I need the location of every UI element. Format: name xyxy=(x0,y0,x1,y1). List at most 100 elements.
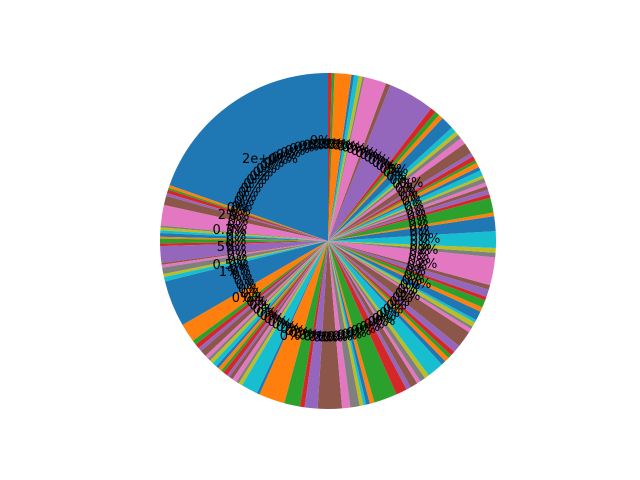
pie-slice xyxy=(328,178,486,241)
pie-slice xyxy=(328,76,365,241)
pie-slice xyxy=(208,241,328,361)
pie-slice xyxy=(328,143,472,241)
pct-label: 0% xyxy=(372,156,393,171)
pct-label: 0% xyxy=(229,259,250,274)
pct-label: 0% xyxy=(322,138,343,153)
pct-label: 0% xyxy=(299,140,320,155)
pct-label: 2% xyxy=(417,257,438,272)
pie-slice xyxy=(192,241,328,345)
pct-label: 0% xyxy=(249,169,270,184)
pie-slice xyxy=(328,197,494,241)
pct-label: 0% xyxy=(404,269,425,284)
pie-slice xyxy=(168,185,328,241)
pct-label: 5% xyxy=(388,163,409,178)
pct-label: 0% xyxy=(226,234,247,249)
pct-label: 0% xyxy=(389,173,410,188)
pie-slice xyxy=(166,189,328,241)
pct-label: 0% xyxy=(409,244,430,259)
pct-label: 0% xyxy=(355,146,376,161)
pie-slice xyxy=(328,241,477,323)
pie-slice xyxy=(160,236,328,241)
pct-label: 0% xyxy=(410,239,431,254)
pie-slice xyxy=(259,241,328,404)
pct-label: 0% xyxy=(411,277,432,292)
pie-slice xyxy=(328,108,436,241)
pct-label: 0% xyxy=(268,153,289,168)
pie-slice xyxy=(328,231,496,249)
pie-slice xyxy=(328,241,351,409)
pie-slice xyxy=(160,205,328,241)
pct-label: 0% xyxy=(227,249,248,264)
pct-label: 0% xyxy=(397,282,418,297)
pct-label: 0% xyxy=(407,259,428,274)
pie-slice xyxy=(210,241,328,364)
pct-label: 0% xyxy=(407,209,428,224)
pct-label: 0% xyxy=(253,302,274,317)
pie-slice xyxy=(182,241,328,341)
pie-slice xyxy=(328,241,449,362)
pct-label: 0% xyxy=(368,153,389,168)
pct-label: 0% xyxy=(383,166,404,181)
pie-slice xyxy=(160,241,328,247)
pie-slice xyxy=(328,160,477,241)
pie-slice xyxy=(328,241,496,258)
pct-label: 0% xyxy=(272,150,293,165)
pct-label: 0% xyxy=(246,295,267,310)
pct-label: 0% xyxy=(276,320,297,335)
pie-percent-labels: 2e+01% 5% 2% 2% 0% 2% 2% 0.3% 0.5% 5% 0%… xyxy=(212,134,440,344)
pct-label: 0% xyxy=(313,138,334,153)
pct-label: 0% xyxy=(276,148,297,163)
pct-label: 0% xyxy=(400,278,421,293)
pct-label: 0% xyxy=(240,287,261,302)
pie-slice xyxy=(161,241,328,265)
pct-label: 0% xyxy=(294,141,315,156)
pie-slice xyxy=(328,241,487,301)
pct-label: 0% xyxy=(249,299,270,314)
pie-slice xyxy=(328,131,458,241)
pie-slice xyxy=(241,241,328,394)
pct-label: 0% xyxy=(383,302,404,317)
pie-slice xyxy=(160,225,328,241)
pie-slice xyxy=(161,241,328,268)
pie-slice xyxy=(328,241,470,346)
pie-slice xyxy=(328,241,375,404)
pie-slice xyxy=(328,241,452,358)
pct-label: 0% xyxy=(280,146,301,161)
pct-label: 0% xyxy=(386,299,407,314)
pct-label: 0% xyxy=(337,140,358,155)
pie-slice xyxy=(328,182,487,241)
pct-label: 0% xyxy=(228,214,249,229)
pct-label: 0% xyxy=(285,324,306,339)
pct-label: 0% xyxy=(337,329,358,344)
pct-label: 0% xyxy=(226,229,247,244)
pct-label: 2% xyxy=(218,208,239,223)
pie-slice xyxy=(328,241,475,327)
pct-label: 0% xyxy=(228,254,249,269)
pie-slice xyxy=(328,241,421,384)
pct-label: 0% xyxy=(405,264,426,279)
pie-slice xyxy=(328,241,411,390)
pct-label: 0% xyxy=(405,204,426,219)
pct-label: 0% xyxy=(236,278,257,293)
pct-label: 0% xyxy=(409,224,430,239)
pct-label: 0% xyxy=(386,169,407,184)
pct-label: 0% xyxy=(359,148,380,163)
pct-label: 0% xyxy=(303,329,324,344)
pct-label: 0% xyxy=(395,287,416,302)
pct-label: 0% xyxy=(232,269,253,284)
pie-slice xyxy=(328,114,443,241)
pie-slice xyxy=(328,76,387,242)
pct-label: 0% xyxy=(256,162,277,177)
pie-slice xyxy=(218,241,328,371)
pie-slice xyxy=(328,73,335,241)
pie-slice xyxy=(328,162,479,241)
pie-slice xyxy=(164,241,328,325)
pct-label: 0% xyxy=(364,150,385,165)
pie-slice xyxy=(162,241,328,275)
pct-label: 0% xyxy=(313,331,334,346)
pie-slice xyxy=(328,134,461,241)
pct-label: 0% xyxy=(359,320,380,335)
pie-slice xyxy=(317,241,343,410)
pct-label: 0% xyxy=(272,318,293,333)
pct-label: 0% xyxy=(289,142,310,157)
